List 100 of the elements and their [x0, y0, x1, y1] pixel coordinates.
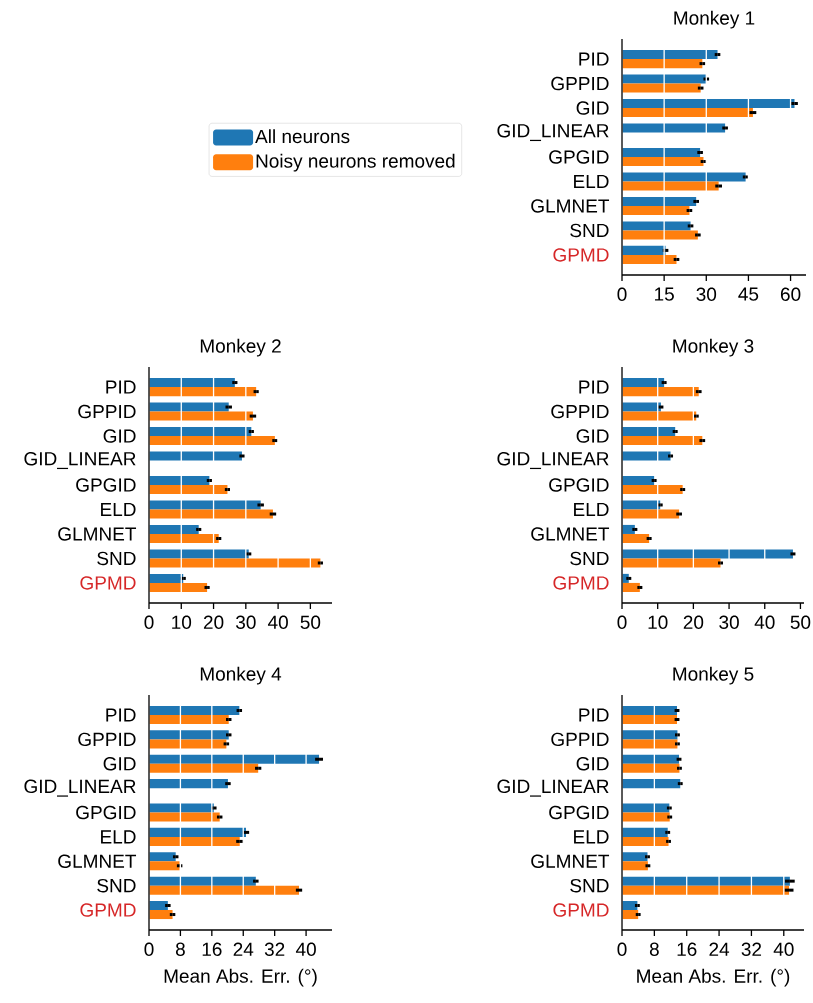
y-tick-label: PID [106, 380, 136, 394]
y-tick-label: GPMD [553, 248, 609, 262]
y-tick-label: ELD [101, 502, 136, 517]
y-tick-label: GID_LINEAR [497, 779, 609, 797]
y-tick-label: SND [97, 878, 136, 893]
x-tick-label: 15 [655, 287, 674, 301]
bar [622, 500, 661, 510]
bar [149, 500, 261, 510]
bar [622, 181, 719, 191]
bar [149, 739, 227, 749]
y-tick-label: GPGID [76, 805, 136, 820]
bar [622, 98, 795, 109]
bar [622, 549, 793, 559]
y-tick-label: GPPID [78, 732, 136, 747]
bar [622, 754, 680, 764]
x-tick-label: 10 [172, 615, 192, 629]
bar [149, 730, 229, 740]
x-tick-label: 20 [683, 615, 704, 629]
bar [149, 533, 219, 544]
y-tick-label: ELD [574, 830, 609, 844]
bar [622, 230, 698, 240]
bar [149, 509, 273, 519]
x-tick-label: 45 [738, 287, 759, 301]
x-tick-label: 50 [300, 615, 321, 629]
x-tick-label: 20 [203, 615, 224, 629]
bar [149, 573, 184, 583]
x-tick-label: 50 [790, 615, 811, 629]
bar [149, 836, 240, 846]
bar [622, 885, 790, 895]
x-tick-label: 60 [780, 287, 801, 301]
bar [149, 754, 320, 764]
chart-title: Monkey 3 [673, 338, 754, 357]
y-tick-label: PID [106, 708, 136, 722]
y-tick-label: GPMD [553, 576, 609, 590]
bar [622, 147, 701, 157]
bar [149, 402, 229, 412]
x-tick-label: 40 [773, 942, 794, 956]
bar [149, 803, 214, 813]
bar [622, 196, 697, 206]
y-tick-label: GPGID [549, 478, 609, 492]
y-tick-label: GID_LINEAR [497, 124, 609, 142]
bar [149, 779, 228, 789]
x-tick-label: 32 [264, 942, 285, 956]
y-tick-label: GPGID [549, 805, 609, 820]
x-tick-label: 0 [617, 287, 627, 301]
bar [622, 451, 671, 461]
bar [622, 245, 666, 255]
y-tick-label: GID [103, 757, 136, 771]
x-tick-label: 30 [719, 615, 739, 629]
bar [622, 852, 648, 862]
bar [622, 83, 701, 93]
bar [622, 901, 638, 911]
bar [622, 827, 668, 837]
y-tick-label: PID [579, 708, 609, 722]
bar [149, 378, 235, 388]
bar [622, 485, 683, 495]
x-tick-label: 8 [649, 942, 659, 956]
bar [622, 876, 790, 886]
x-tick-label: 0 [144, 942, 154, 956]
x-tick-label: 16 [677, 942, 697, 956]
y-tick-label: GPMD [80, 903, 136, 917]
bar [622, 803, 670, 813]
bar [622, 779, 681, 789]
bar [149, 901, 168, 911]
y-tick-label: ELD [574, 174, 609, 189]
bar [149, 910, 173, 920]
bar [622, 387, 699, 397]
bar [622, 50, 718, 60]
y-tick-label: GPPID [78, 404, 136, 419]
y-tick-label: GLMNET [531, 199, 610, 213]
y-tick-label: GLMNET [58, 527, 137, 541]
y-tick-label: GLMNET [531, 527, 610, 541]
y-tick-label: GPPID [551, 76, 609, 91]
chart-title: Monkey 5 [673, 666, 754, 685]
x-tick-label: 32 [741, 942, 762, 956]
y-tick-label: GPGID [76, 478, 136, 492]
bar [149, 426, 252, 437]
legend-label: Noisy neurons removed [256, 153, 455, 172]
bar [149, 485, 228, 495]
y-tick-label: GPMD [80, 576, 136, 590]
chart-title: Monkey 4 [200, 666, 282, 685]
bar [149, 411, 253, 421]
x-tick-label: 40 [295, 942, 316, 956]
y-tick-label: GID_LINEAR [497, 452, 609, 470]
bar [149, 852, 176, 862]
y-tick-label: GID [576, 429, 609, 443]
legend-label: All neurons [255, 129, 350, 144]
chart-title: Monkey 2 [200, 338, 281, 357]
y-tick-label: PID [579, 52, 609, 66]
bar [149, 524, 199, 534]
x-tick-label: 0 [617, 942, 627, 956]
y-tick-label: GPPID [551, 404, 609, 419]
y-tick-label: SND [570, 223, 609, 238]
bar [622, 475, 655, 486]
x-tick-label: 24 [233, 942, 254, 956]
chart-title: Monkey 1 [674, 10, 755, 29]
x-tick-label: 0 [144, 615, 154, 629]
bar [622, 221, 691, 231]
x-tick-label: 8 [175, 942, 185, 956]
y-tick-label: GPPID [551, 732, 609, 747]
